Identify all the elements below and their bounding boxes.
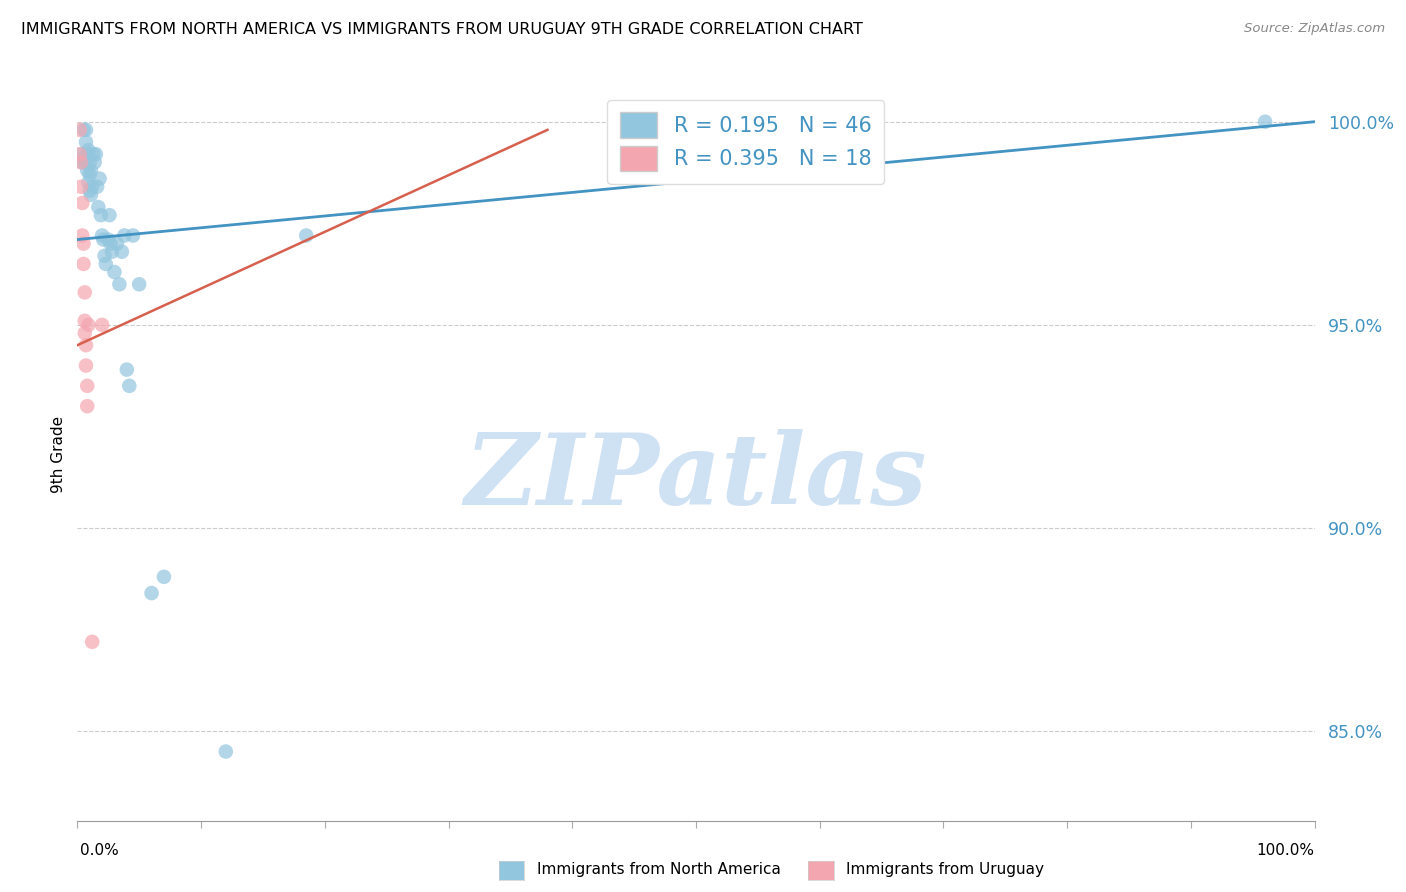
Point [80, 163, 103, 178]
Point [70, 147, 93, 161]
Point [82, 147, 104, 161]
Point [108, 277, 131, 292]
Point [77, 176, 100, 190]
Point [112, 228, 135, 243]
Point [76, 163, 98, 178]
Point [91, 318, 114, 332]
Point [118, 379, 141, 393]
Point [295, 228, 318, 243]
Point [1254, 114, 1277, 128]
Point [76, 379, 98, 393]
Point [82, 635, 104, 649]
Point [77, 318, 100, 332]
Text: IMMIGRANTS FROM NORTH AMERICA VS IMMIGRANTS FROM URUGUAY 9TH GRADE CORRELATION C: IMMIGRANTS FROM NORTH AMERICA VS IMMIGRA… [21, 22, 863, 37]
Point [72, 123, 94, 137]
Point [94, 257, 117, 271]
Point [115, 362, 138, 376]
Point [122, 228, 145, 243]
Point [83, 155, 105, 169]
Point [72, 196, 94, 211]
Point [69, 123, 91, 137]
Point [98, 208, 121, 222]
Legend: R = 0.195   N = 46, R = 0.395   N = 18: R = 0.195 N = 46, R = 0.395 N = 18 [607, 100, 884, 184]
Point [105, 236, 128, 251]
Text: Immigrants from North America: Immigrants from North America [537, 863, 780, 877]
Text: Immigrants from Uruguay: Immigrants from Uruguay [846, 863, 1045, 877]
Point [73, 285, 96, 300]
Point [128, 277, 150, 292]
Point [100, 236, 122, 251]
Y-axis label: 9th Grade: 9th Grade [51, 417, 66, 493]
Point [141, 586, 163, 600]
Point [75, 359, 97, 373]
Point [76, 399, 98, 413]
Point [70, 179, 93, 194]
Point [69, 147, 91, 161]
Point [72, 236, 94, 251]
Point [84, 147, 107, 161]
Point [73, 314, 96, 328]
Point [72, 228, 94, 243]
Point [73, 326, 96, 340]
Point [76, 147, 98, 161]
Text: ZIPatlas: ZIPatlas [465, 429, 927, 525]
Point [75, 135, 97, 149]
Point [79, 168, 101, 182]
Point [93, 249, 115, 263]
Text: 0.0%: 0.0% [80, 843, 120, 858]
Text: 100.0%: 100.0% [1257, 843, 1315, 858]
Text: Source: ZipAtlas.com: Source: ZipAtlas.com [1244, 22, 1385, 36]
Point [89, 171, 111, 186]
Point [72, 151, 94, 165]
Point [72, 257, 94, 271]
Point [86, 179, 108, 194]
Point [97, 233, 120, 247]
Point [75, 338, 97, 352]
Point [80, 187, 103, 202]
Point [90, 208, 112, 222]
Point [103, 265, 125, 279]
Point [79, 184, 101, 198]
Point [101, 244, 124, 259]
Point [73, 155, 96, 169]
Point [79, 155, 101, 169]
Point [91, 233, 114, 247]
Point [77, 143, 100, 157]
Point [153, 570, 176, 584]
Point [75, 123, 97, 137]
Point [111, 244, 134, 259]
Point [215, 745, 238, 759]
Point [91, 228, 114, 243]
Point [87, 200, 110, 214]
Point [72, 155, 94, 169]
Point [70, 155, 93, 169]
Point [82, 179, 104, 194]
